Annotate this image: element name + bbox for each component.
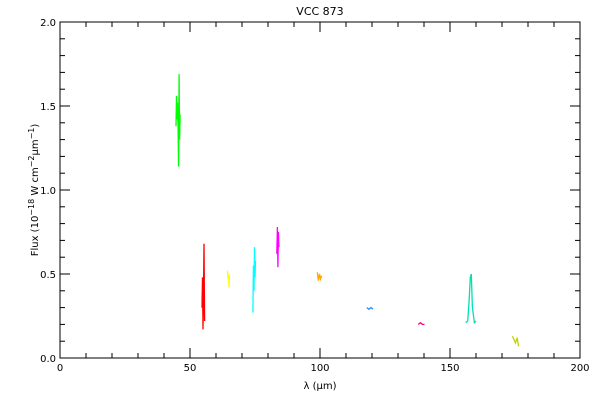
y-tick-label: 0.0 xyxy=(40,354,56,365)
y-axis-label: Flux (10−18 W cm−2μm−1) xyxy=(27,124,42,257)
plot-frame xyxy=(59,21,581,359)
axis-ticks: 0 50 100 150 200 0.0 0.5 1.0 1.5 2.0 xyxy=(40,18,589,374)
series-line-7 xyxy=(366,306,374,311)
series-line-8 xyxy=(417,321,425,326)
x-tick-label: 100 xyxy=(310,363,329,374)
data-series xyxy=(175,74,520,347)
chart-title: VCC 873 xyxy=(296,5,343,18)
series-line-5 xyxy=(276,226,280,268)
y-tick-label: 0.5 xyxy=(40,270,56,281)
x-tick-label: 50 xyxy=(184,363,197,374)
y-tick-label: 1.5 xyxy=(40,102,56,113)
series-line-9 xyxy=(465,273,477,325)
series-line-2 xyxy=(201,243,206,330)
y-tick-label: 1.0 xyxy=(40,186,56,197)
x-tick-label: 150 xyxy=(440,363,459,374)
x-axis-label: λ (μm) xyxy=(303,381,336,392)
series-line-4 xyxy=(252,247,257,313)
x-tick-label: 0 xyxy=(57,363,63,374)
series-line-1 xyxy=(175,74,181,167)
series-line-6 xyxy=(316,272,323,282)
series-line-3 xyxy=(226,270,231,288)
series-line-10 xyxy=(511,335,520,347)
y-tick-label: 2.0 xyxy=(40,18,56,29)
x-tick-label: 200 xyxy=(570,363,589,374)
